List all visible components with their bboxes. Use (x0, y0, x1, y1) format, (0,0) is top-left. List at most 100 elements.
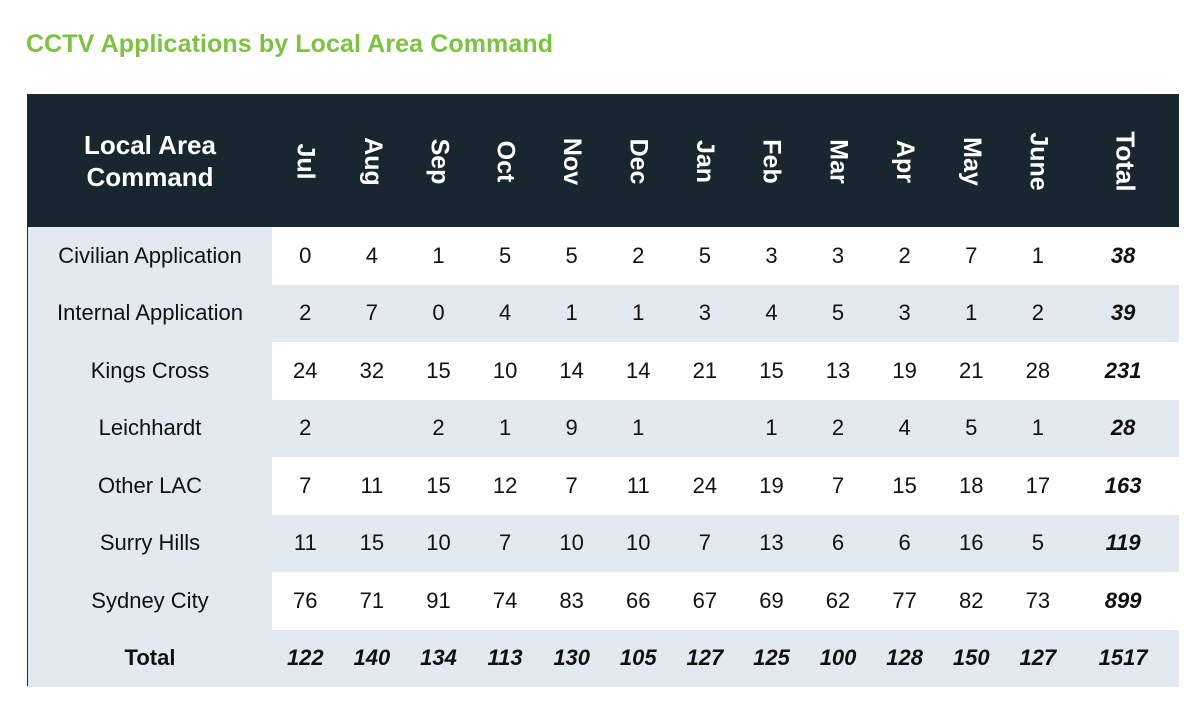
table-cell: 9 (538, 399, 605, 457)
table-body: Civilian Application 0 4 1 5 5 2 5 3 3 2 7 1 38 Intern… (28, 227, 1180, 687)
table-cell: 69 (738, 572, 805, 630)
month-total: 130 (538, 629, 605, 687)
table-cell: 5 (538, 227, 605, 285)
table-cell: 4 (738, 284, 805, 342)
table-cell: 7 (804, 457, 872, 515)
table-cell: 13 (804, 342, 872, 400)
table-cell: 62 (804, 572, 872, 630)
table-row: Leichhardt 2 2 1 9 1 1 2 4 5 1 28 (28, 399, 1180, 457)
table-row: Other LAC 7 11 15 12 7 11 24 19 7 15 18 17 163 (28, 457, 1180, 515)
table-cell: 5 (1004, 514, 1072, 572)
table-cell: 11 (272, 514, 339, 572)
month-total: 150 (937, 629, 1005, 687)
header-lac-line2: Command (86, 162, 214, 192)
table-cell: 24 (671, 457, 739, 515)
table-cell: 82 (937, 572, 1005, 630)
table-cell: 4 (471, 284, 539, 342)
row-label: Surry Hills (28, 514, 272, 572)
table-cell: 7 (538, 457, 605, 515)
table-cell: 6 (871, 514, 938, 572)
table-row: Civilian Application 0 4 1 5 5 2 5 3 3 2 7 1 38 (28, 227, 1180, 285)
header-month: Feb (738, 95, 805, 227)
table-cell: 28 (1004, 342, 1072, 400)
header-month-label: Aug (358, 136, 387, 186)
table-cell: 15 (871, 457, 938, 515)
table-cell: 15 (738, 342, 805, 400)
row-label: Kings Cross (28, 342, 272, 400)
header-month: Apr (871, 95, 938, 227)
totals-label: Total (28, 629, 272, 687)
table-cell: 15 (338, 514, 406, 572)
table-cell: 12 (471, 457, 539, 515)
month-total: 100 (804, 629, 872, 687)
header-month: Sep (405, 95, 472, 227)
page-title: CCTV Applications by Local Area Command (26, 30, 554, 58)
table-cell: 5 (937, 399, 1005, 457)
table-cell: 7 (471, 514, 539, 572)
table-cell: 11 (338, 457, 406, 515)
header-month: Dec (605, 95, 672, 227)
table-cell: 1 (471, 399, 539, 457)
header-month: Jan (672, 95, 739, 227)
table-cell: 76 (272, 572, 339, 630)
header-month: Jul (272, 95, 339, 227)
row-label: Internal Application (28, 284, 272, 342)
table-cell: 4 (871, 399, 938, 457)
table-cell: 5 (471, 227, 539, 285)
table-cell: 14 (538, 342, 605, 400)
table-row: Sydney City 76 71 91 74 83 66 67 69 62 77 82 73 899 (28, 572, 1180, 630)
table-cell: 21 (671, 342, 739, 400)
header-month-label: Feb (757, 138, 786, 184)
header-local-area-command: Local Area Command (28, 95, 272, 227)
grand-total: 1517 (1071, 629, 1180, 687)
table-cell: 3 (671, 284, 739, 342)
totals-row: Total 122 140 134 113 130 105 127 125 100 128 150 12… (28, 629, 1180, 687)
header-month-label: Jul (291, 142, 320, 180)
table-row: Kings Cross 24 32 15 10 14 14 21 15 13 19 21 28 231 (28, 342, 1180, 400)
table-cell: 2 (1004, 284, 1072, 342)
table-cell: 3 (871, 284, 938, 342)
table-cell: 1 (738, 399, 805, 457)
table-cell: 1 (937, 284, 1005, 342)
month-total: 128 (871, 629, 938, 687)
table-cell: 10 (405, 514, 472, 572)
table-cell: 73 (1004, 572, 1072, 630)
table-cell: 71 (338, 572, 406, 630)
table-cell: 15 (405, 342, 472, 400)
header-month-label: Mar (824, 138, 853, 184)
table-cell: 7 (937, 227, 1005, 285)
header-month-label: Apr (891, 139, 920, 183)
table-cell: 2 (405, 399, 472, 457)
table-cell: 0 (272, 227, 339, 285)
table-cell: 83 (538, 572, 605, 630)
table-cell: 1 (405, 227, 472, 285)
header-total-label: Total (1110, 130, 1141, 192)
applications-table: Local Area Command Jul Aug Sep Oct Nov D… (28, 95, 1180, 687)
row-total: 28 (1071, 399, 1180, 457)
month-total: 134 (405, 629, 472, 687)
table-cell: 2 (604, 227, 672, 285)
header-month: June (1005, 95, 1072, 227)
row-label: Sydney City (28, 572, 272, 630)
table-cell: 3 (738, 227, 805, 285)
header-month-label: May (957, 136, 986, 186)
month-total: 140 (338, 629, 406, 687)
table-cell: 5 (671, 227, 739, 285)
header-month-label: Dec (624, 138, 653, 184)
table-cell: 21 (937, 342, 1005, 400)
row-total: 119 (1071, 514, 1180, 572)
table-cell: 32 (338, 342, 406, 400)
table-cell: 77 (871, 572, 938, 630)
row-label: Leichhardt (28, 399, 272, 457)
table-cell: 15 (405, 457, 472, 515)
table-cell: 10 (538, 514, 605, 572)
table-cell: 7 (338, 284, 406, 342)
table-cell: 5 (804, 284, 872, 342)
table-cell: 2 (804, 399, 872, 457)
table-cell: 1 (538, 284, 605, 342)
table-cell: 13 (738, 514, 805, 572)
header-lac-line1: Local Area (84, 130, 216, 160)
table-cell: 14 (604, 342, 672, 400)
table-cell: 2 (272, 399, 339, 457)
month-total: 125 (738, 629, 805, 687)
